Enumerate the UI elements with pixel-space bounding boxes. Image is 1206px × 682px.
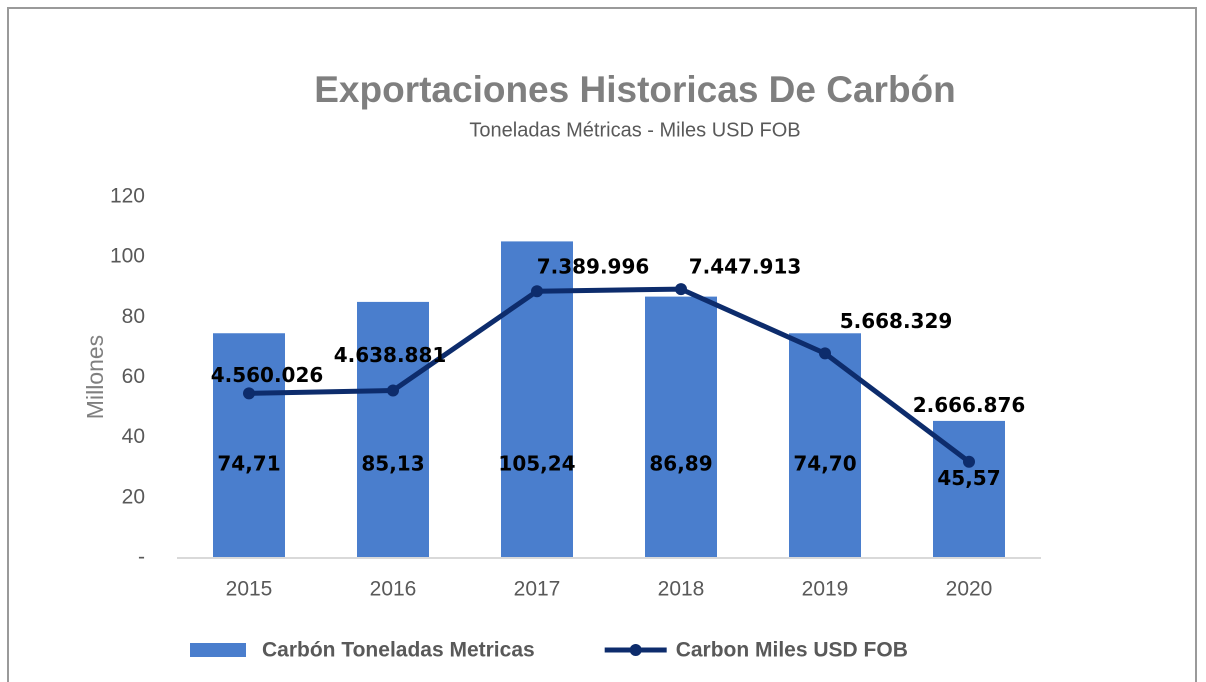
bar-value-label: 105,24 [498, 452, 575, 476]
bar [645, 296, 717, 558]
y-tick-label: 60 [122, 365, 145, 388]
bar-value-label: 86,89 [649, 452, 712, 476]
x-tick-label: 2020 [946, 578, 993, 601]
line-value-label: 4.560.026 [211, 363, 324, 387]
x-tick-label: 2015 [226, 578, 273, 601]
line-value-label: 2.666.876 [913, 393, 1026, 417]
y-axis-label: Millones [82, 335, 108, 419]
bar-value-label: 85,13 [361, 452, 424, 476]
bar-value-label: 74,70 [793, 452, 856, 476]
bar-value-label: 45,57 [937, 466, 1000, 490]
x-tick-label: 2017 [514, 578, 561, 601]
frame [7, 7, 1197, 682]
line-point [963, 455, 975, 468]
y-tick-label: 20 [122, 485, 145, 508]
y-tick-label: 120 [110, 185, 145, 208]
bar [213, 333, 285, 558]
y-tick-label: 40 [122, 425, 145, 448]
legend-swatch [190, 643, 246, 657]
x-tick-label: 2018 [658, 578, 705, 601]
y-tick-label: 80 [122, 305, 145, 328]
y-tick-label: 100 [110, 245, 145, 268]
legend-label: Carbón Toneladas Metricas [262, 639, 535, 662]
chart-title: Exportaciones Historicas De Carbón [314, 69, 956, 110]
line-point [531, 285, 543, 298]
line-value-label: 5.668.329 [840, 309, 953, 333]
y-tick-label: - [138, 546, 145, 569]
x-tick-label: 2019 [802, 578, 849, 601]
legend-swatch-dot [629, 644, 642, 656]
line-value-label: 4.638.881 [334, 343, 447, 367]
bar [357, 301, 429, 558]
line-point [675, 283, 687, 296]
bar [789, 333, 861, 558]
line [248, 286, 971, 464]
chart-subtitle: Toneladas Métricas - Miles USD FOB [469, 119, 800, 141]
bar-value-label: 74,71 [217, 452, 280, 476]
line-point [387, 384, 399, 397]
x-tick-label: 2016 [370, 578, 417, 601]
line-value-label: 7.447.913 [689, 255, 802, 279]
legend-label: Carbon Miles USD FOB [676, 639, 908, 662]
line-point [819, 347, 831, 360]
line-value-label: 7.389.996 [537, 255, 650, 279]
line-point [243, 387, 255, 400]
